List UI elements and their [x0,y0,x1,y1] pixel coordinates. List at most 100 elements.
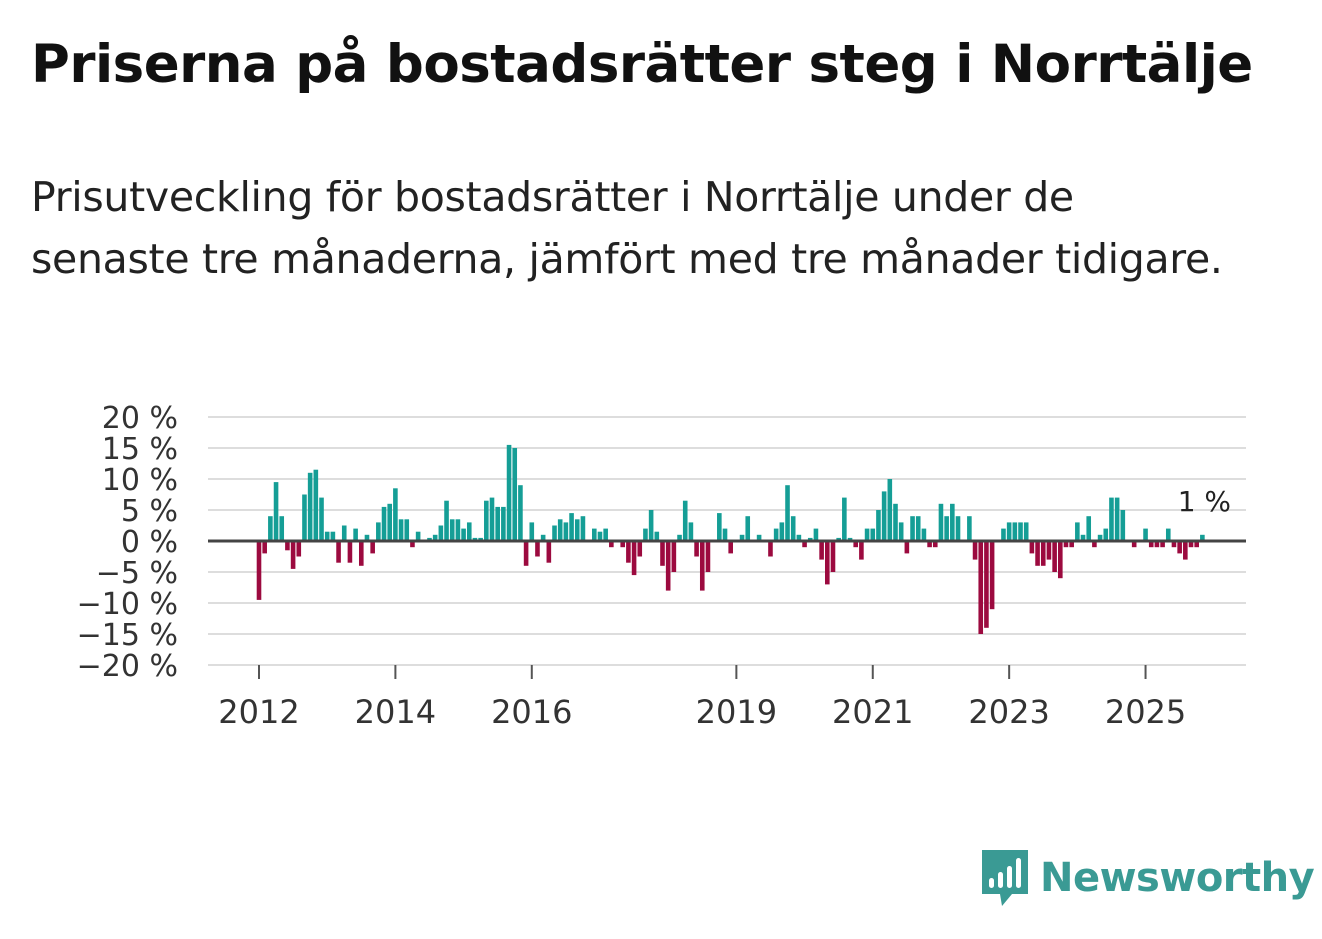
bar [296,541,302,557]
bar [938,503,944,541]
bar [836,537,841,541]
bar [268,516,273,541]
bar [370,541,375,554]
bar [1160,541,1165,548]
bar [1120,510,1126,541]
bar [518,485,523,541]
bar [643,528,648,541]
bar [842,497,847,541]
bar [1046,541,1052,560]
bar [915,516,921,541]
bar [944,516,949,541]
bar [336,541,341,563]
x-tick-label: 2016 [491,693,572,731]
bar [353,528,358,541]
bar [972,541,978,560]
bar [1035,541,1040,566]
bar [1029,541,1035,554]
bar [1194,541,1199,548]
bar [415,531,421,541]
bar [1154,541,1160,548]
bar [785,485,790,541]
bar [955,516,961,541]
bar [699,541,705,591]
bar [347,541,353,563]
bar [563,522,569,541]
axis-layer: 20 %15 %10 %5 %0 %−5 %−10 %−15 %−20 % 201… [77,401,1246,731]
bar [324,531,330,541]
bar [404,519,410,541]
bar [802,541,807,548]
bar [591,528,597,541]
bar [569,513,574,541]
bar [256,541,262,600]
bar [620,541,626,548]
brand-name: Newsworthy [1040,855,1315,901]
bar [870,528,876,541]
bar [1171,541,1177,548]
bar [671,541,677,572]
bar [466,522,472,541]
bar [677,534,682,541]
x-tick-label: 2025 [1105,693,1186,731]
bar [1040,541,1046,566]
bar [302,494,307,541]
bar [660,541,665,566]
grid-layer [208,416,1246,666]
bar [1183,541,1188,560]
price-change-bar-chart: 20 %15 %10 %5 %0 %−5 %−10 %−15 %−20 % 201… [77,401,1246,731]
bar [927,541,932,548]
bar [449,519,455,541]
bar [1058,541,1063,579]
bar [853,541,859,548]
bar [1018,522,1023,541]
bar [631,541,637,576]
bar [688,522,694,541]
bar [967,516,972,541]
bar [1200,534,1205,541]
x-tick-label: 2019 [696,693,777,731]
bar [898,522,904,541]
bar [921,528,927,541]
bar [484,500,489,541]
bar [705,541,711,572]
bar [682,500,688,541]
bar [648,510,654,541]
bar [1165,528,1171,541]
bar [665,541,671,591]
bar [512,448,518,541]
bar [626,541,631,563]
bar [364,534,370,541]
bar [472,537,478,541]
bar [552,525,557,541]
bar [989,541,995,610]
bar [859,541,864,560]
bar [279,516,285,541]
bar [489,497,495,541]
bar [904,541,910,554]
bar [807,537,813,541]
bar [432,534,438,541]
bar [876,510,881,541]
bar [501,506,506,541]
bar [307,472,313,541]
bar [1131,541,1137,548]
x-tick-label: 2014 [355,693,436,731]
bar [1103,528,1109,541]
bar [984,541,989,628]
bar [739,534,745,541]
bar [1080,534,1086,541]
bar [273,482,279,541]
bar [1092,541,1097,548]
bar [1052,541,1057,572]
bar [478,537,483,541]
y-tick-label: −5 % [96,556,178,591]
bar [341,525,347,541]
last-value-label: 1 % [1178,485,1231,518]
x-tick-label: 2023 [968,693,1049,731]
bar [637,541,643,557]
bar [358,541,364,566]
brand-logo: Newsworthy [980,848,1315,908]
bar [603,528,608,541]
bar [540,534,546,541]
